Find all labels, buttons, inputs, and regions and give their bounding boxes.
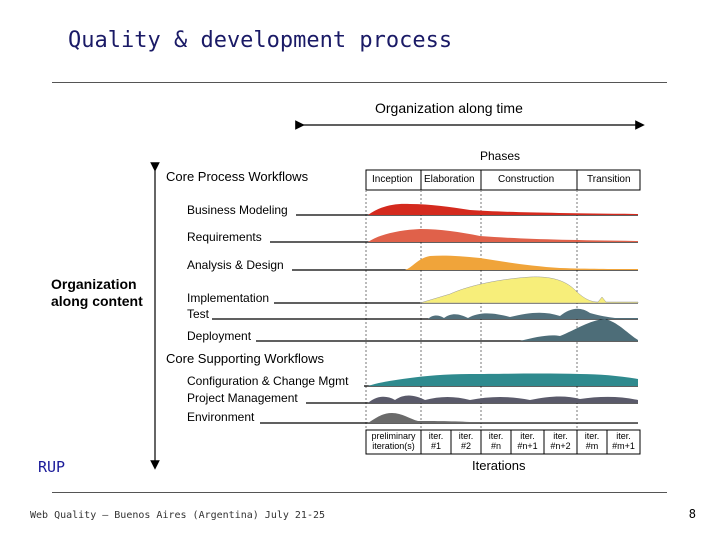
phase-construction: Construction [498,174,555,185]
iteration-1: iter. #1 [421,431,451,451]
phase-box-transition [576,169,641,191]
hump-business-modeling [368,203,638,215]
iteration-label-line1: iter. [488,431,504,441]
iteration-label-line2: #n+2 [550,441,571,451]
iteration-boxes [365,429,641,455]
workflow-project-management: Project Management [187,391,298,405]
iteration-label-line2: iteration(s) [372,441,415,451]
workflow-requirements: Requirements [187,230,262,244]
iteration-2: iter. #2 [451,431,481,451]
iteration-label-line1: iter. [428,431,444,441]
iteration-n: iter. #n [481,431,511,451]
hump-analysis-design [405,255,638,270]
iteration-n-plus-2: iter. #n+2 [544,431,577,451]
rup-label: RUP [38,458,66,476]
iteration-n-plus-1: iter. #n+1 [511,431,544,451]
workflow-implementation: Implementation [187,291,270,305]
workflow-environment: Environment [187,410,255,424]
iteration-label-line2: #1 [430,441,441,451]
title-divider [52,82,667,83]
slide-title: Quality & development process [68,28,453,53]
iteration-label-line2: #m [585,441,599,451]
organization-content-label: Organization along content [51,276,143,310]
workflow-deployment: Deployment [187,329,252,343]
hump-project-mgmt [368,395,638,403]
organization-time-label: Organization along time [375,100,523,116]
footer-divider [52,492,667,493]
iteration-preliminary: preliminary iteration(s) [366,431,421,451]
phase-elaboration: Elaboration [424,174,475,185]
page-number: 8 [688,507,696,521]
organization-content-line1: Organization [51,276,137,292]
iteration-label-line1: iter. [553,431,568,441]
iteration-label-line2: #n+1 [517,441,538,451]
organization-content-line2: along content [51,293,143,309]
phase-transition: Transition [587,174,631,185]
iteration-label-line2: #m+1 [612,441,635,451]
iteration-m-plus-1: iter. #m+1 [607,431,640,451]
hump-implementation [419,276,639,304]
workflow-analysis-design: Analysis & Design [187,258,284,272]
hump-requirements [368,229,638,242]
hump-config [368,373,638,386]
iteration-label-line1: iter. [458,431,474,441]
iteration-label-line1: iter. [584,431,600,441]
iteration-label-line1: preliminary [371,431,416,441]
footer-text: Web Quality – Buenos Aires (Argentina) J… [30,510,326,521]
phase-separators [365,190,578,430]
core-process-label: Core Process Workflows [166,169,309,184]
iteration-m: iter. #m [577,431,607,451]
hump-environment [368,413,638,423]
phase-inception: Inception [372,174,413,185]
iterations-label: Iterations [472,458,526,473]
core-supporting-label: Core Supporting Workflows [166,351,324,366]
iteration-label-line1: iter. [520,431,535,441]
workflow-config-change: Configuration & Change Mgmt [187,374,349,388]
iteration-label-line2: #2 [460,441,471,451]
workflow-business-modeling: Business Modeling [187,203,288,217]
workflow-test: Test [187,307,210,321]
phases-label: Phases [480,149,521,163]
hump-test [428,308,638,319]
iteration-label-line1: iter. [616,431,631,441]
hump-deployment [520,319,638,341]
iteration-label-line2: #n [490,441,501,451]
